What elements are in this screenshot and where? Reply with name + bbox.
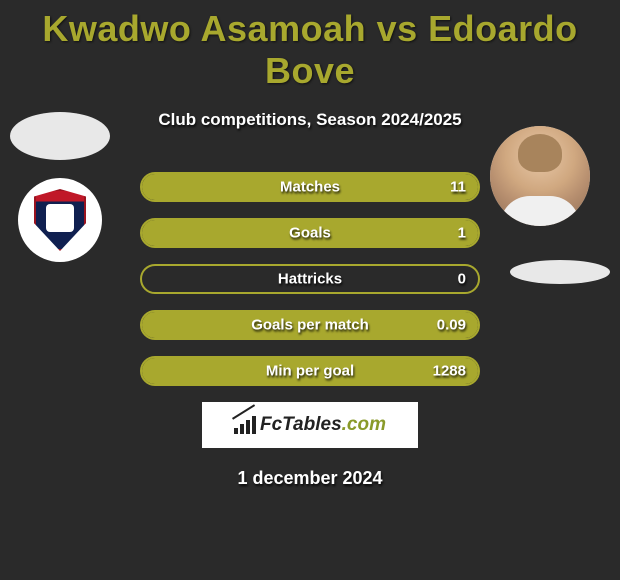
- stat-label: Hattricks: [278, 271, 342, 288]
- page-title: Kwadwo Asamoah vs Edoardo Bove: [0, 0, 620, 92]
- stat-value-right: 0: [458, 271, 466, 288]
- branding-name: FcTables: [260, 414, 342, 435]
- stat-row-matches: Matches 11: [140, 172, 480, 202]
- branding-text: FcTables.com: [260, 414, 386, 436]
- date-label: 1 december 2024: [0, 468, 620, 489]
- bar-chart-icon: [234, 416, 256, 434]
- stat-value-right: 1: [458, 225, 466, 242]
- stat-label: Goals per match: [251, 317, 369, 334]
- branding-domain: .com: [342, 414, 386, 435]
- stat-row-goals: Goals 1: [140, 218, 480, 248]
- player-left-photo: [10, 112, 110, 160]
- stat-value-right: 0.09: [437, 317, 466, 334]
- stat-label: Min per goal: [266, 363, 354, 380]
- stat-row-min-per-goal: Min per goal 1288: [140, 356, 480, 386]
- stat-label: Matches: [280, 179, 340, 196]
- stat-row-hattricks: Hattricks 0: [140, 264, 480, 294]
- stat-label: Goals: [289, 225, 331, 242]
- stats-comparison: Matches 11 Goals 1 Hattricks 0 Goals per…: [0, 172, 620, 489]
- stat-value-right: 1288: [433, 363, 466, 380]
- branding-box: FcTables.com: [202, 402, 418, 448]
- stat-value-right: 11: [450, 179, 466, 196]
- stat-row-goals-per-match: Goals per match 0.09: [140, 310, 480, 340]
